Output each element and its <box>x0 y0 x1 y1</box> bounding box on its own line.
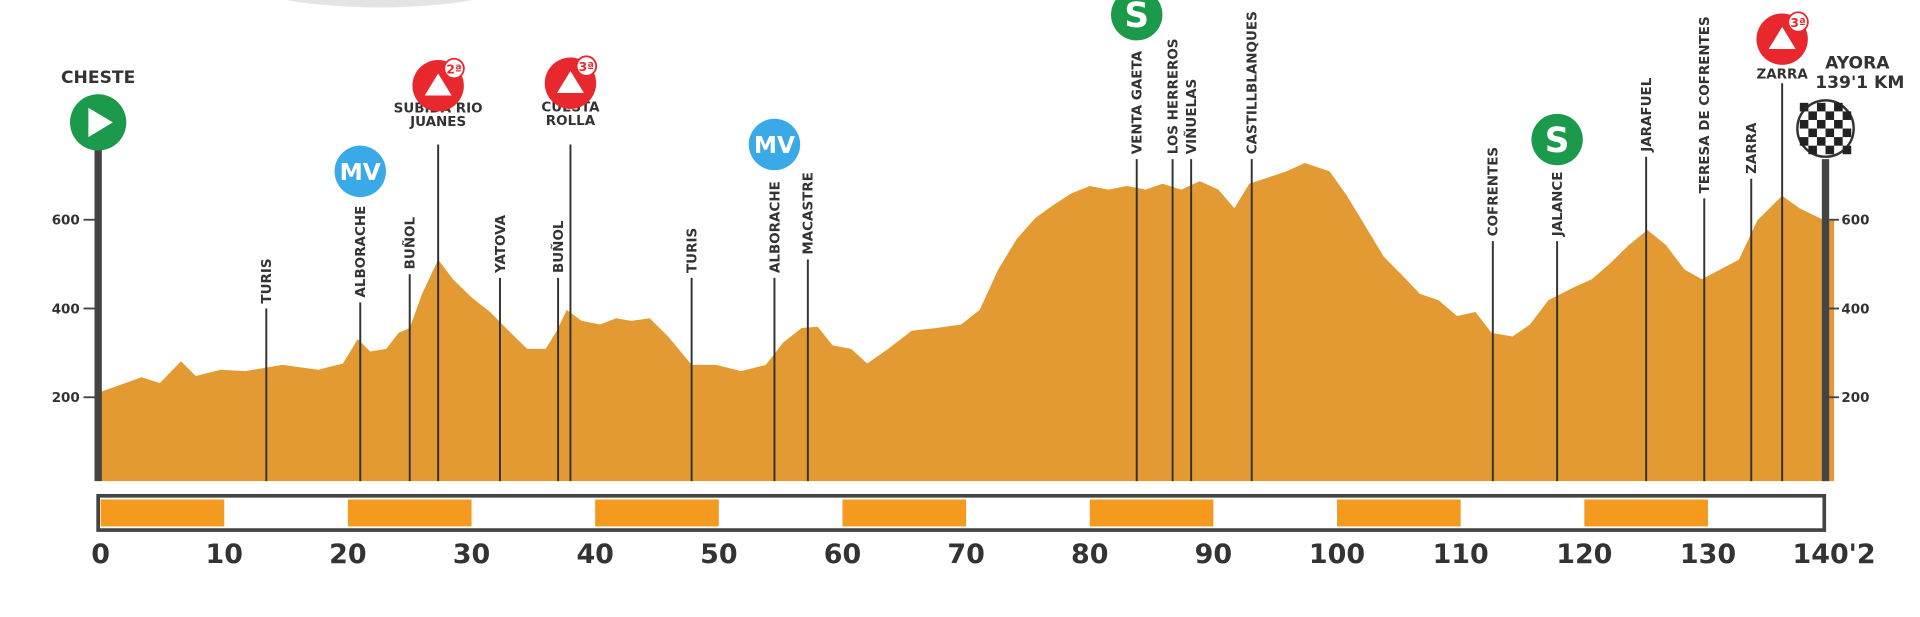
climb-category: 3ª <box>1790 16 1805 30</box>
y-tick-label: 400 <box>1841 302 1869 317</box>
waypoint-icon-label: MV <box>340 159 381 186</box>
y-tick-label: 200 <box>1841 391 1869 406</box>
finish-check <box>1799 137 1809 146</box>
climb-category: 3ª <box>579 60 594 74</box>
finish-check <box>1808 111 1817 120</box>
waypoint-icon-label: S <box>1545 121 1570 161</box>
distance-block <box>1089 499 1214 527</box>
finish-check <box>1799 102 1809 112</box>
distance-block <box>1337 499 1461 527</box>
climb-mountain <box>1768 26 1796 49</box>
x-tick-label: 20 <box>329 539 366 570</box>
waypoint-name: ZARRA <box>1745 122 1760 174</box>
waypoint-name: MACASTRE <box>802 172 817 254</box>
finish-check <box>1842 111 1852 120</box>
x-tick-label: 70 <box>947 539 984 570</box>
waypoint-name: CASTILLBLANQUES <box>1246 11 1261 154</box>
waypoint-name: ALBORACHE <box>354 206 369 298</box>
x-tick-label: 50 <box>700 539 737 570</box>
waypoint-icon <box>748 118 801 171</box>
y-tick-label: 600 <box>1841 214 1869 229</box>
waypoint-name: TURIS <box>260 258 275 303</box>
finish-check <box>1808 145 1817 155</box>
x-tick-label: 60 <box>824 539 861 570</box>
x-tick-label: 110 <box>1433 539 1489 570</box>
finish-check <box>1816 119 1826 129</box>
waypoint-name: JARAFUEL <box>1640 77 1655 152</box>
finish-distance: 139'1 KM <box>1815 73 1904 93</box>
x-tick-label: 140'2 <box>1792 539 1875 570</box>
distance-block <box>842 499 967 527</box>
decoration <box>285 0 474 8</box>
waypoint-icon <box>1531 113 1583 166</box>
climb-mountain <box>424 73 452 96</box>
finish-check <box>1834 137 1843 146</box>
finish-check <box>1834 102 1843 112</box>
finish-icon <box>1796 99 1855 158</box>
y-tick-label: 200 <box>52 391 80 406</box>
waypoint-name: TERESA DE COFRENTES <box>1698 16 1713 193</box>
climb-badge <box>1787 11 1809 33</box>
waypoint-icon-label: MV <box>754 132 795 159</box>
waypoint-name: VENTA GAETA <box>1131 50 1146 154</box>
y-tick-label: 600 <box>52 214 80 229</box>
finish-check <box>1816 137 1826 146</box>
waypoint-name: LOS HERREROS <box>1166 38 1181 154</box>
finish-name: AYORA <box>1825 54 1890 74</box>
finish-check <box>1842 145 1852 155</box>
finish-check <box>1834 119 1843 129</box>
x-tick-label: 10 <box>206 539 243 570</box>
waypoint-icon <box>1111 0 1163 41</box>
finish-check <box>1816 102 1826 112</box>
x-tick-label: 30 <box>453 539 490 570</box>
distance-block <box>1584 499 1708 527</box>
elevation-area <box>100 162 1835 482</box>
finish-check <box>1842 128 1852 138</box>
finish-check <box>1808 128 1817 138</box>
waypoint-name: BUÑOL <box>550 220 567 273</box>
distance-block <box>595 499 719 527</box>
waypoint-icon <box>334 145 386 198</box>
waypoint-icon-label: S <box>1124 0 1149 36</box>
x-tick-label: 130 <box>1680 539 1736 570</box>
waypoint-name: TURIS <box>686 228 701 273</box>
start-name: CHESTE <box>61 68 135 88</box>
x-tick-label: 0 <box>91 539 110 570</box>
x-tick-label: 80 <box>1071 539 1108 570</box>
waypoint-name: JALANCE <box>1551 172 1566 238</box>
climb-badge <box>443 57 465 80</box>
x-tick-label: 100 <box>1309 539 1365 570</box>
finish-check <box>1825 145 1835 155</box>
waypoint-name: ROLLA <box>546 114 596 129</box>
waypoint-name: ZARRA <box>1757 67 1809 82</box>
x-tick-label: 120 <box>1556 539 1612 570</box>
finish-check <box>1825 128 1835 138</box>
finish-check <box>1799 119 1809 129</box>
y-tick-label: 400 <box>52 302 80 317</box>
climb-category: 2ª <box>446 62 461 76</box>
waypoint-name: VIÑUELAS <box>1183 79 1200 154</box>
finish-check <box>1825 111 1835 120</box>
waypoint-name: BUÑOL <box>402 216 419 269</box>
waypoint-name: COFRENTES <box>1487 147 1502 236</box>
waypoint-name: YATOVA <box>494 214 509 274</box>
x-tick-label: 90 <box>1195 539 1232 570</box>
right-axis <box>1821 159 1830 482</box>
start-arrow <box>88 107 113 138</box>
x-tick-label: 40 <box>576 539 613 570</box>
distance-block <box>347 499 472 527</box>
left-axis <box>94 144 102 482</box>
waypoint-name: JUANES <box>409 115 466 130</box>
climb-mountain <box>556 71 584 94</box>
climb-badge <box>575 55 598 77</box>
distance-block <box>100 499 225 527</box>
waypoint-name: ALBORACHE <box>768 181 783 273</box>
